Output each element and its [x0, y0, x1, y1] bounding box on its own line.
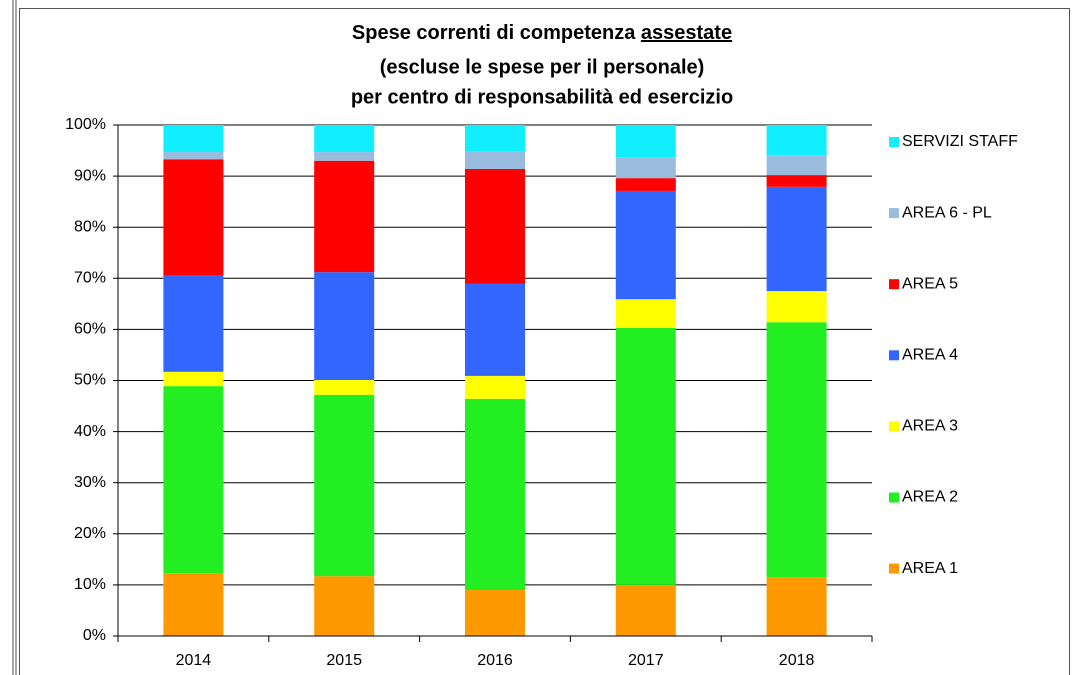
y-tick-label: 70% [74, 270, 106, 287]
legend-swatch [889, 208, 899, 219]
bar-segment [615, 157, 676, 179]
bar-segment [163, 371, 224, 387]
legend-label: AREA 5 [902, 275, 958, 292]
legend-swatch [889, 563, 899, 574]
bar-segment [766, 577, 827, 636]
bar-segment [465, 125, 525, 152]
legend-label: AREA 6 - PL [902, 204, 992, 221]
bar-segment [615, 327, 676, 585]
bar-segment [615, 178, 676, 191]
bar-segment [314, 576, 375, 636]
bar-segment [766, 291, 827, 323]
bar-segment [766, 155, 827, 176]
x-tick-label: 2014 [176, 652, 212, 669]
bar-segment [615, 190, 676, 300]
bar-segment [615, 125, 676, 158]
bar-segment [465, 168, 525, 284]
bar-segment [766, 175, 827, 187]
x-tick-label: 2016 [477, 652, 513, 669]
title-text: Spese correnti di competenza [352, 22, 636, 44]
bar-segment [615, 299, 676, 328]
bar-segment [314, 125, 375, 153]
bar-segment [465, 398, 525, 591]
bar-segment [163, 125, 224, 153]
bar-segment [163, 573, 224, 636]
bar-segment [314, 272, 375, 380]
y-tick-label: 0% [83, 627, 106, 644]
legend-label: AREA 1 [902, 560, 958, 577]
bar-segment [766, 125, 827, 156]
bar-segment [766, 322, 827, 578]
bar-segment [163, 159, 224, 276]
chart-title: Spese correnti di competenza assestate [352, 22, 732, 44]
bar-segment [465, 283, 525, 376]
bar-segment [465, 151, 525, 169]
x-tick-label: 2018 [779, 652, 815, 669]
title-underlined: assestate [641, 22, 732, 44]
legend-swatch [889, 137, 899, 147]
chart-subtitle: (escluse le spese per il personale) [380, 56, 705, 78]
legend-label: AREA 4 [902, 347, 958, 364]
y-tick-label: 10% [74, 576, 106, 593]
y-tick-label: 50% [74, 372, 106, 389]
x-tick-label: 2017 [628, 652, 664, 669]
x-tick-label: 2015 [326, 652, 362, 669]
bar-segment [465, 590, 525, 636]
legend-swatch [889, 492, 899, 503]
chart-subtitle: per centro di responsabilità ed esercizi… [351, 86, 733, 108]
y-tick-label: 60% [74, 321, 106, 338]
legend-label: AREA 2 [902, 489, 958, 506]
bar-segment [314, 379, 375, 395]
y-tick-label: 100% [65, 116, 106, 133]
bar-segment [163, 152, 224, 160]
y-tick-label: 80% [74, 218, 106, 235]
y-tick-label: 90% [74, 167, 106, 184]
bar-segment [766, 186, 827, 292]
legend-swatch [889, 350, 899, 361]
y-tick-label: 20% [74, 525, 106, 542]
bar-segment [314, 394, 375, 577]
bar-segment [615, 584, 676, 636]
bar-segment [163, 386, 224, 574]
legend-swatch [889, 279, 899, 290]
bar-segment [314, 160, 375, 273]
y-tick-label: 40% [74, 423, 106, 440]
bar-segment [314, 152, 375, 161]
y-tick-label: 30% [74, 474, 106, 491]
legend-label: SERVIZI STAFF [902, 133, 1018, 150]
bar-segment [465, 375, 525, 399]
bar-segment [163, 275, 224, 372]
legend-swatch [889, 421, 899, 432]
legend-label: AREA 3 [902, 418, 958, 435]
chart-border [19, 8, 1070, 675]
